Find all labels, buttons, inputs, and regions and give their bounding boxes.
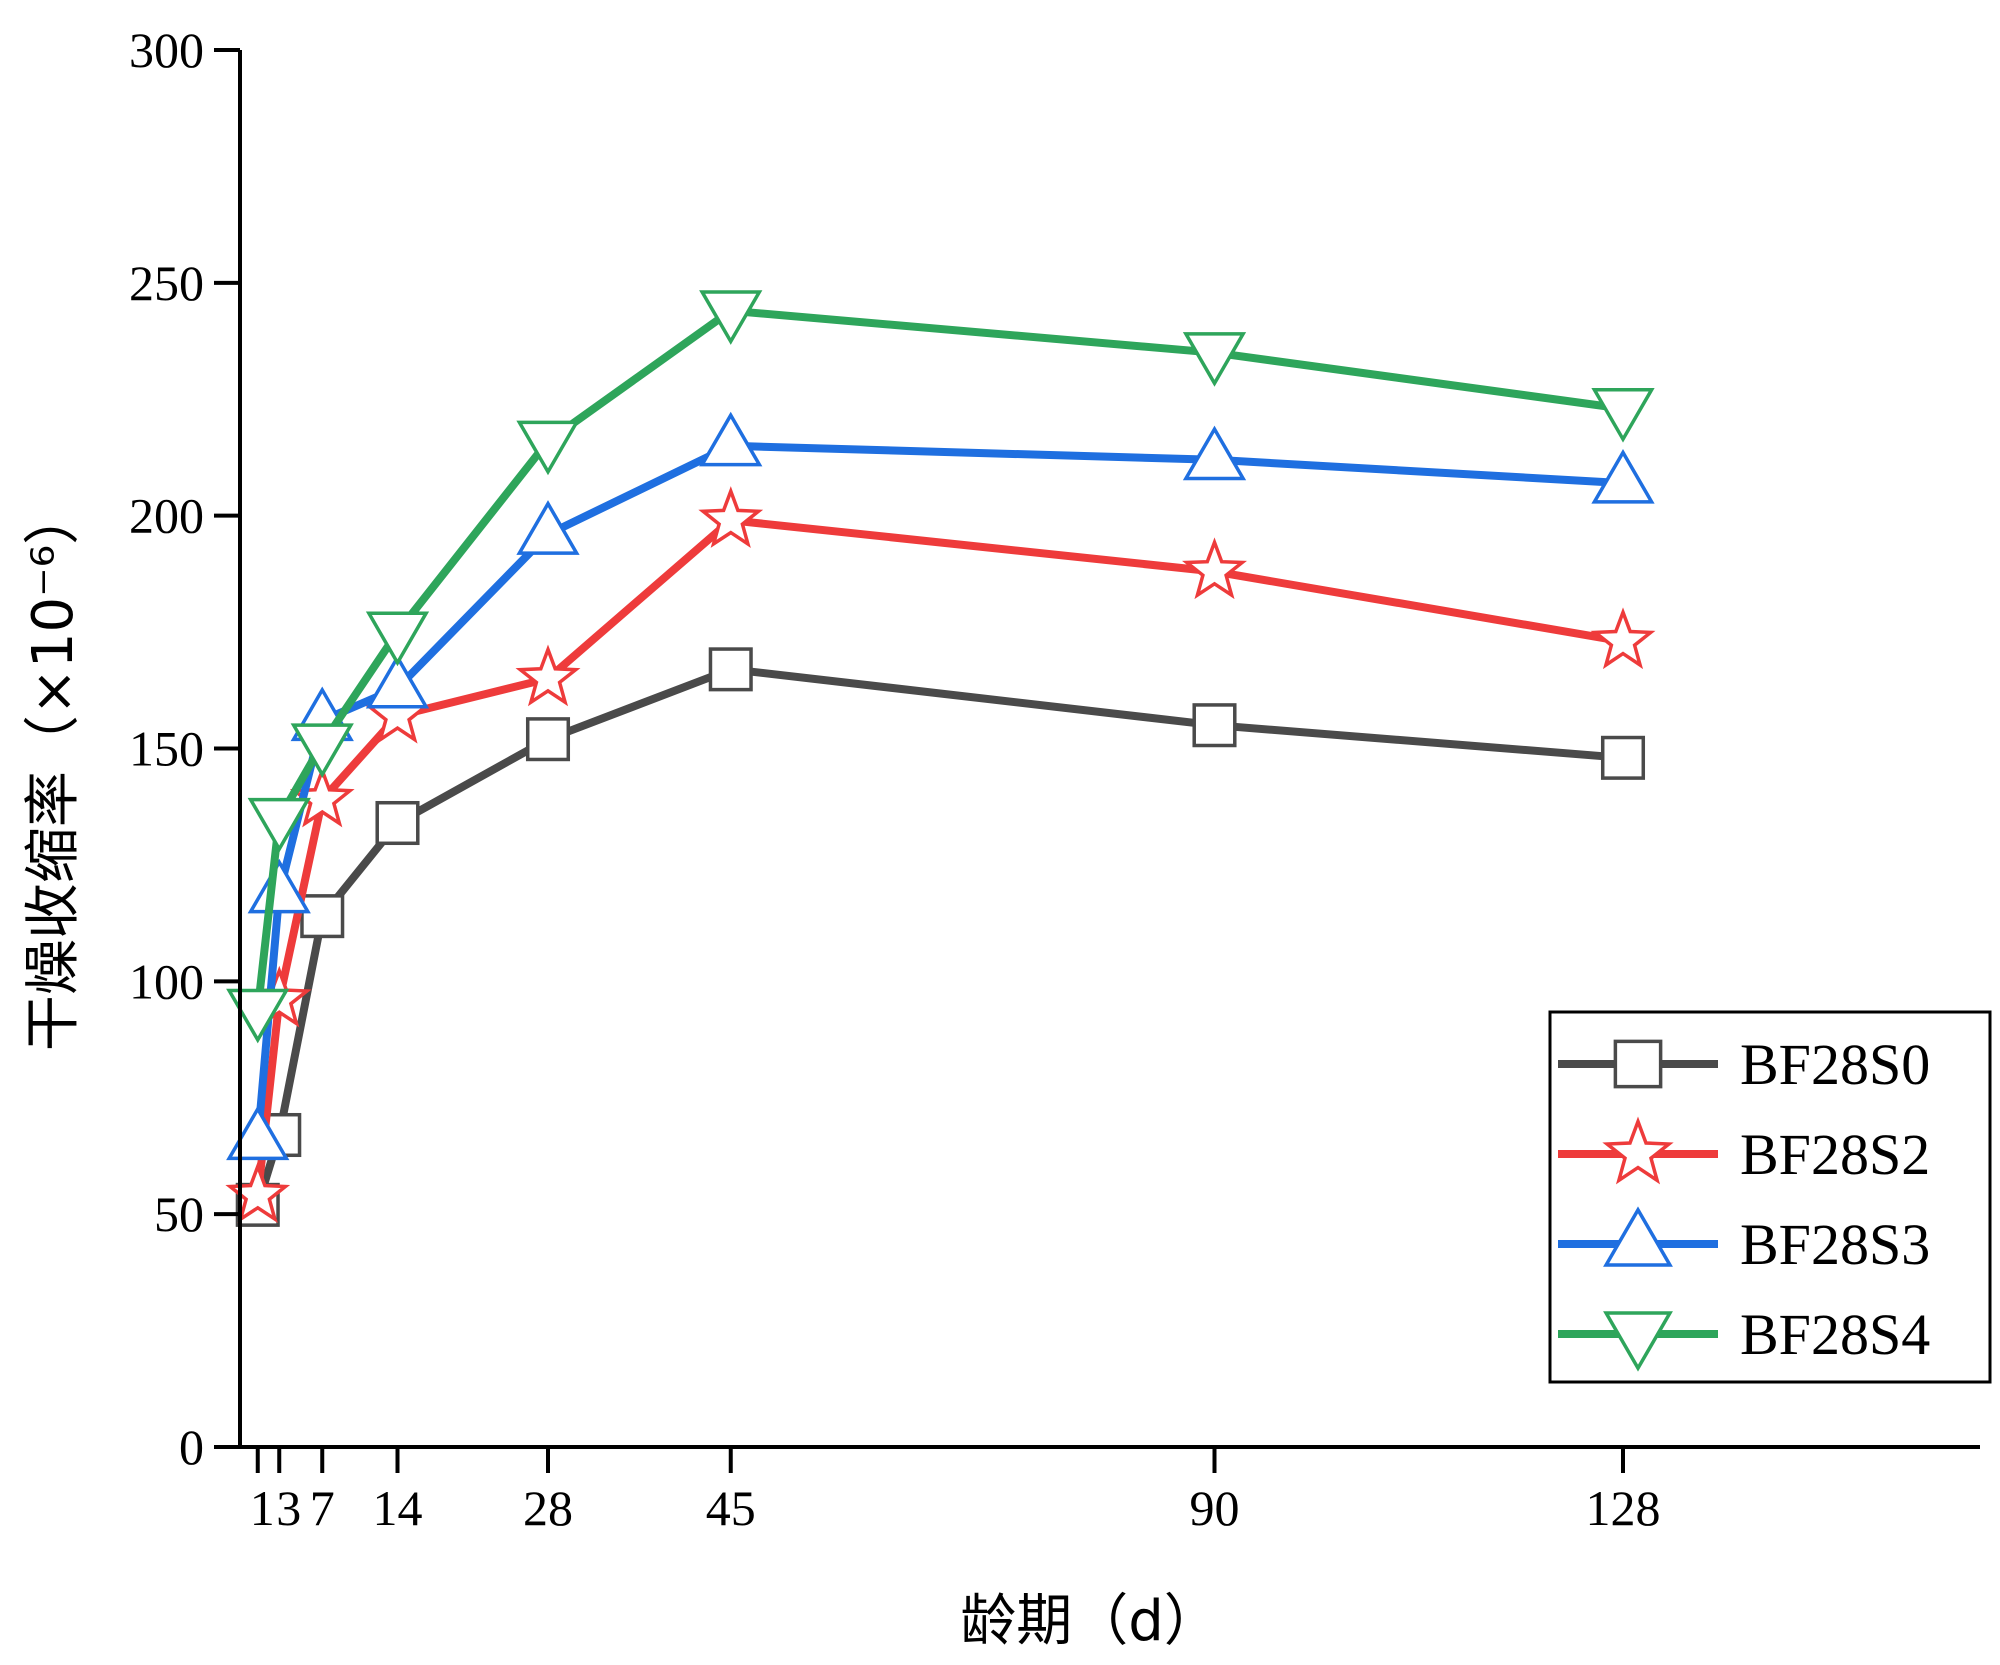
y-tick-label: 0 [179, 1419, 204, 1475]
data-point-triangle-down [699, 290, 763, 345]
series-line [253, 665, 1624, 1207]
data-point-star [698, 486, 764, 548]
data-point-triangle-up [247, 858, 311, 914]
data-point-triangle-down [247, 797, 311, 853]
legend-item: BF28S2 [1558, 1116, 1930, 1187]
data-point-triangle-up [365, 653, 430, 709]
data-point-triangle-up [226, 1105, 290, 1161]
x-tick-label: 28 [523, 1480, 573, 1536]
x-tick-label: 90 [1190, 1480, 1240, 1536]
series-line [253, 306, 1624, 1010]
data-point-star [1602, 1116, 1674, 1185]
data-point-triangle-up [516, 500, 580, 555]
series-BF28S0 [235, 647, 1646, 1227]
series-BF28S3 [226, 411, 1655, 1161]
y-tick-label: 300 [129, 22, 204, 78]
legend-label: BF28S4 [1740, 1302, 1930, 1367]
data-point-triangle-down [516, 420, 580, 476]
y-tick-label: 100 [129, 953, 204, 1009]
ticks: 0 50 100 150 200 250 300 1 3 7 14 28 45 90 128 [129, 22, 1661, 1536]
legend-item: BF28S3 [1558, 1206, 1930, 1277]
y-tick-label: 150 [129, 721, 204, 777]
y-tick-label: 50 [154, 1186, 204, 1242]
series-line [253, 516, 1624, 1196]
data-point-triangle-down [1603, 1311, 1673, 1372]
data-point-square [525, 717, 571, 762]
data-point-square [300, 894, 345, 939]
legend-item: BF28S4 [1558, 1302, 1930, 1372]
data-point-triangle-down [365, 611, 430, 667]
series-BF28S2 [225, 486, 1656, 1224]
data-point-triangle-up [1603, 1206, 1673, 1267]
data-point-square [1613, 1039, 1663, 1089]
x-tick-label: 1 [250, 1480, 275, 1536]
legend: BF28S0 BF28S2 BF28S3 BF28S4 [1548, 1010, 1992, 1384]
data-point-square [1600, 735, 1646, 780]
series-line [253, 441, 1624, 1141]
legend-item: BF28S0 [1558, 1032, 1930, 1097]
x-tick-label: 128 [1586, 1480, 1661, 1536]
data-point-triangle-up [1591, 448, 1655, 504]
data-point-star [1182, 537, 1247, 600]
x-axis-title: 龄期（d） [960, 1589, 1220, 1654]
data-point-triangle-down [1591, 388, 1655, 443]
y-axis-title: 干燥收缩率（×10⁻⁶） [21, 489, 86, 1051]
data-point-triangle-down [1182, 332, 1247, 387]
series-BF28S4 [226, 290, 1655, 1044]
x-tick-label: 7 [310, 1480, 335, 1536]
y-tick-label: 200 [129, 488, 204, 544]
data-point-triangle-down [290, 723, 354, 778]
plot-series [225, 290, 1656, 1227]
data-point-square [1192, 703, 1237, 748]
data-point-star [225, 1161, 291, 1224]
data-point-star [1590, 607, 1656, 670]
x-tick-label: 14 [373, 1480, 423, 1536]
x-tick-label: 3 [276, 1480, 301, 1536]
legend-label: BF28S2 [1740, 1122, 1930, 1187]
data-point-triangle-up [1182, 425, 1247, 481]
data-point-square [375, 800, 420, 846]
legend-label: BF28S3 [1740, 1212, 1930, 1277]
y-tick-label: 250 [129, 255, 204, 311]
data-point-square [708, 647, 753, 692]
legend-label: BF28S0 [1740, 1032, 1930, 1097]
data-point-triangle-down [226, 988, 290, 1044]
data-point-triangle-up [699, 411, 763, 467]
x-tick-label: 45 [706, 1480, 756, 1536]
data-point-star [515, 644, 581, 707]
